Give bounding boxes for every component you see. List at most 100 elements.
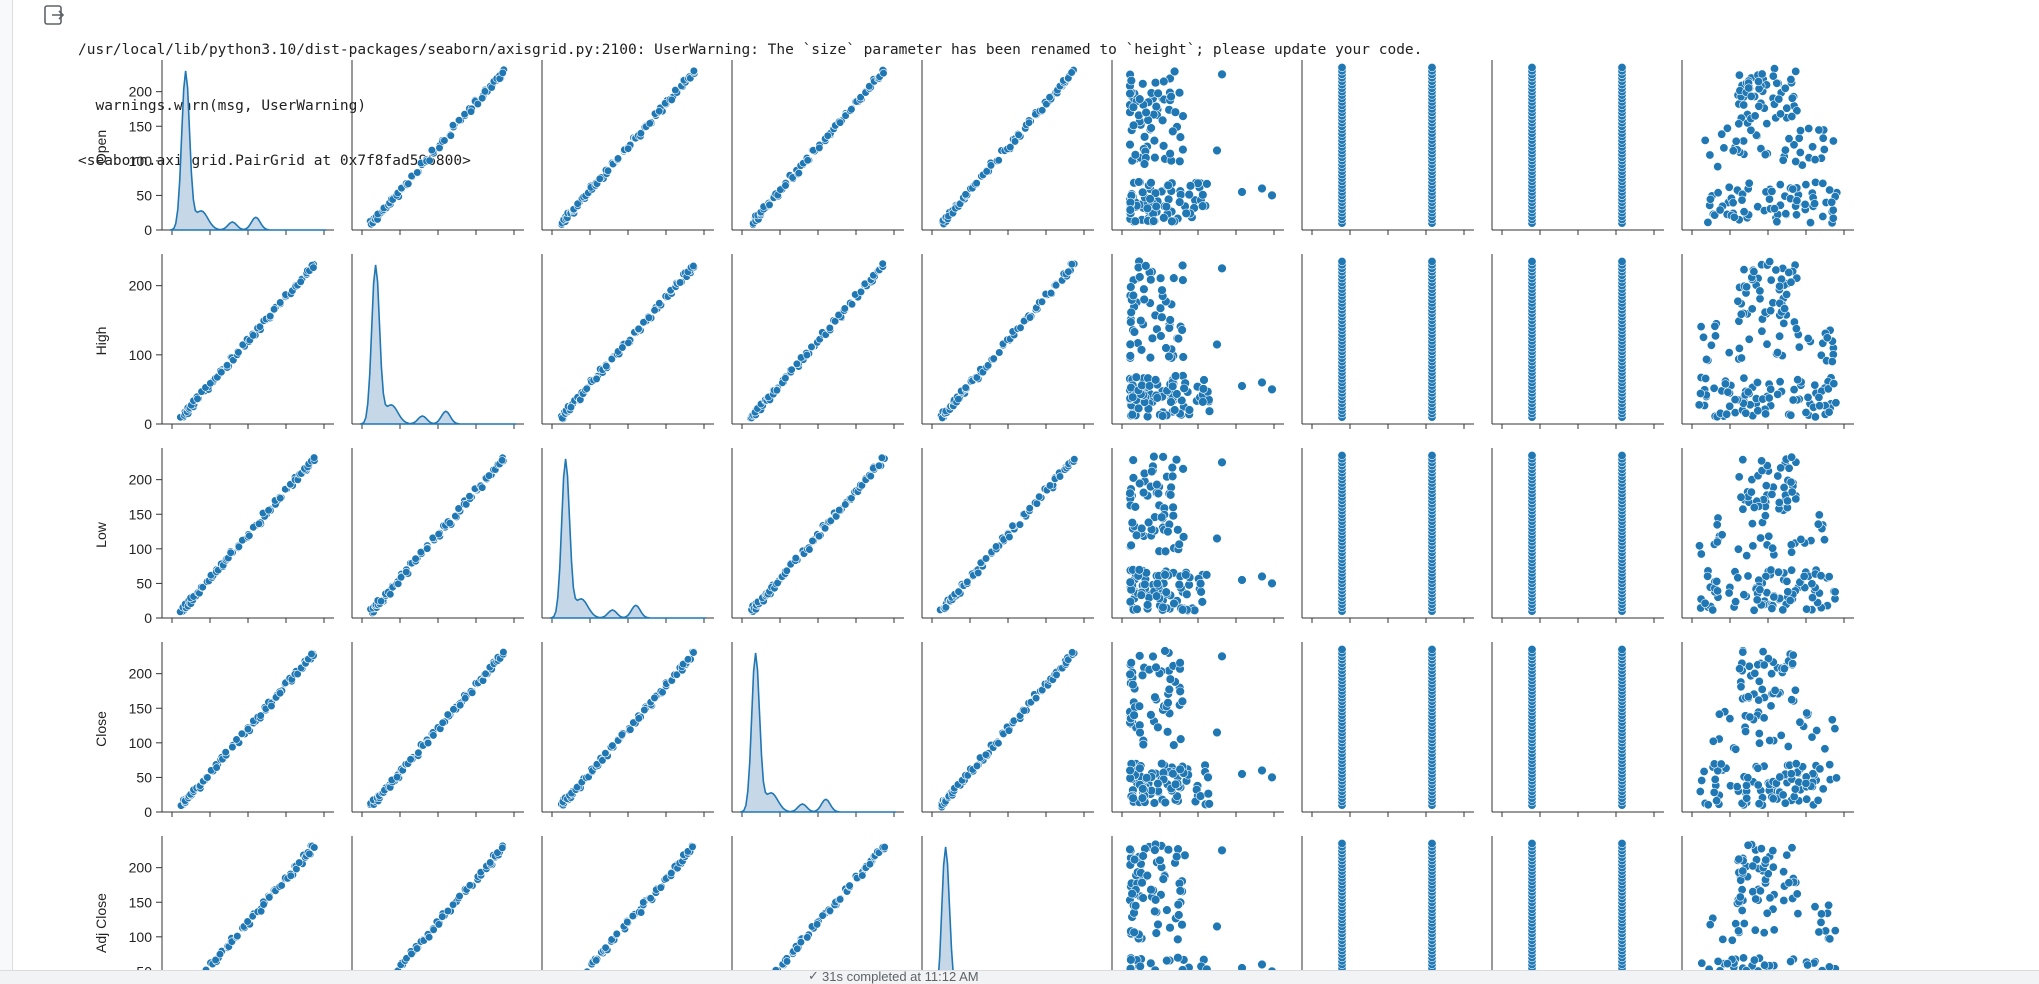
scatter-point	[1733, 296, 1743, 306]
scatter-point	[1052, 670, 1061, 680]
scatter-point	[787, 365, 796, 374]
scatter-point	[465, 881, 475, 890]
scatter-point	[1139, 132, 1150, 142]
scatter-point	[877, 453, 887, 462]
y-tick-label: 100	[129, 541, 153, 557]
scatter-point	[1732, 782, 1742, 792]
scatter-point	[1758, 647, 1768, 657]
scatter-point	[1162, 905, 1172, 915]
scatter-point	[1789, 140, 1799, 150]
kde-curve	[739, 652, 896, 813]
scatter-point	[1822, 333, 1832, 343]
scatter-point	[1762, 339, 1772, 349]
scatter-point	[1791, 66, 1801, 76]
scatter-point	[1175, 764, 1185, 774]
scatter-point	[981, 750, 991, 759]
y-tick-label: 50	[136, 575, 152, 591]
scatter-point	[1800, 199, 1810, 209]
scatter-point	[858, 871, 867, 880]
scatter-point	[1775, 281, 1785, 291]
scatter-point	[1778, 605, 1788, 615]
scatter-point	[994, 156, 1003, 165]
scatter-point	[1129, 927, 1139, 937]
scatter-point	[1743, 692, 1753, 702]
y-tick-label: 0	[144, 222, 152, 238]
scatter-point	[1743, 571, 1753, 581]
scatter-point	[656, 883, 665, 892]
scatter-point	[1237, 575, 1247, 585]
scatter-point	[582, 384, 591, 393]
scatter-point	[1813, 519, 1823, 529]
scatter-point	[1141, 107, 1151, 118]
scatter-point	[1150, 152, 1160, 163]
scatter-point	[1710, 321, 1720, 331]
scatter-point	[1212, 145, 1222, 156]
scatter-point	[1790, 685, 1800, 695]
scatter-point	[233, 931, 242, 941]
scatter-point	[1744, 83, 1754, 93]
scatter-point	[1739, 590, 1749, 600]
scatter-point	[1786, 410, 1796, 420]
scatter-point	[434, 920, 443, 929]
scatter-point	[1787, 547, 1797, 557]
scatter-point	[1756, 533, 1766, 543]
scatter-point	[1169, 405, 1180, 415]
scatter-point	[305, 849, 314, 859]
scatter-point	[1801, 180, 1811, 190]
scatter-point	[255, 322, 265, 331]
scatter-point	[456, 701, 465, 710]
scatter-point	[1165, 490, 1176, 500]
scatter-point	[478, 483, 487, 492]
scatter-point	[1138, 784, 1148, 794]
scatter-point	[1773, 347, 1783, 357]
scatter-point	[1134, 651, 1145, 661]
scatter-point	[1762, 119, 1772, 129]
y-axis-label: Low	[93, 521, 109, 548]
scatter-point	[1204, 799, 1214, 809]
scatter-point	[1177, 325, 1187, 335]
scatter-point	[1617, 838, 1627, 848]
scatter-point	[847, 105, 856, 114]
scatter-point	[1217, 845, 1227, 856]
scatter-point	[1731, 136, 1741, 146]
scatter-point	[1170, 779, 1181, 789]
scatter-point	[429, 731, 438, 740]
scatter-point	[1161, 202, 1172, 212]
scatter-point	[1803, 392, 1813, 402]
scatter-point	[1337, 256, 1347, 266]
scatter-point	[865, 860, 875, 869]
scatter-point	[1785, 595, 1795, 605]
scatter-point	[206, 379, 215, 388]
scatter-point	[1697, 775, 1707, 785]
scatter-point	[1197, 201, 1208, 211]
scatter-point	[1025, 313, 1035, 322]
output-redirect-icon[interactable]	[43, 4, 65, 26]
scatter-point	[1237, 187, 1247, 197]
scatter-point	[1724, 182, 1734, 192]
y-tick-label: 150	[129, 894, 153, 910]
scatter-point	[1128, 102, 1139, 112]
y-tick-label: 100	[129, 929, 153, 945]
scatter-point	[1008, 521, 1017, 530]
scatter-point	[1427, 256, 1437, 266]
scatter-point	[1181, 570, 1191, 580]
status-text: 31s completed at 11:12 AM	[822, 970, 979, 984]
scatter-point	[276, 298, 285, 307]
scatter-point	[1810, 380, 1820, 390]
scatter-point	[1713, 188, 1723, 198]
scatter-point	[1337, 644, 1347, 654]
scatter-point	[1741, 408, 1751, 418]
scatter-point	[1832, 773, 1842, 783]
scatter-point	[1179, 383, 1189, 394]
scatter-point	[1713, 586, 1723, 596]
scatter-point	[1737, 905, 1747, 915]
scatter-point	[1744, 334, 1754, 344]
scatter-point	[1815, 764, 1825, 774]
scatter-point	[1775, 331, 1785, 341]
scatter-point	[1129, 854, 1140, 865]
scatter-point	[1780, 83, 1790, 93]
scatter-point	[1775, 377, 1785, 387]
scatter-point	[257, 907, 266, 916]
scatter-point	[667, 868, 676, 878]
scatter-point	[1794, 342, 1804, 352]
